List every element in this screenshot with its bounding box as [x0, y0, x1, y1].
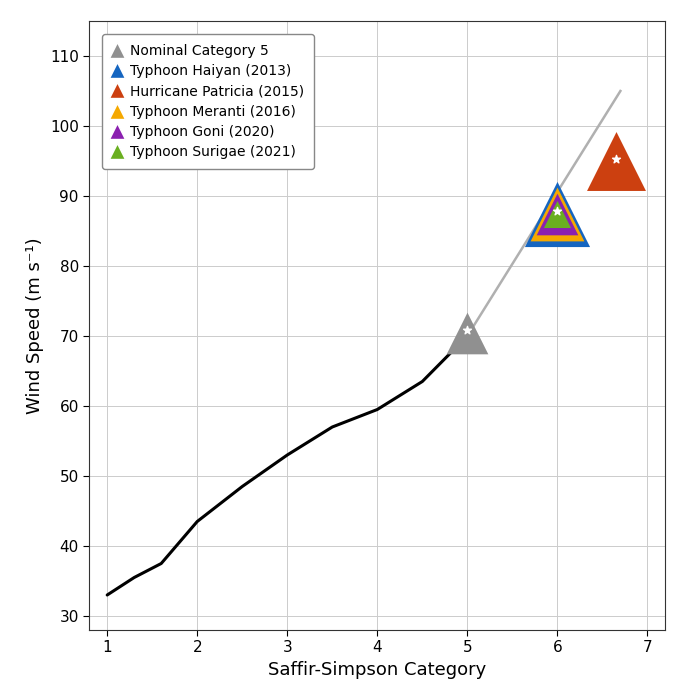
Y-axis label: Wind Speed (m s⁻¹): Wind Speed (m s⁻¹) [26, 237, 45, 414]
Point [552, 206, 563, 217]
Point [611, 155, 622, 167]
Legend: Nominal Category 5, Typhoon Haiyan (2013), Hurricane Patricia (2015), Typhoon Me: Nominal Category 5, Typhoon Haiyan (2013… [102, 34, 314, 169]
Point [462, 327, 473, 338]
Point [552, 208, 563, 219]
Point [552, 208, 563, 219]
Point [552, 208, 563, 219]
Point [611, 153, 622, 164]
Point [462, 325, 473, 336]
Point [552, 208, 563, 219]
X-axis label: Saffir-Simpson Category: Saffir-Simpson Category [268, 661, 486, 679]
